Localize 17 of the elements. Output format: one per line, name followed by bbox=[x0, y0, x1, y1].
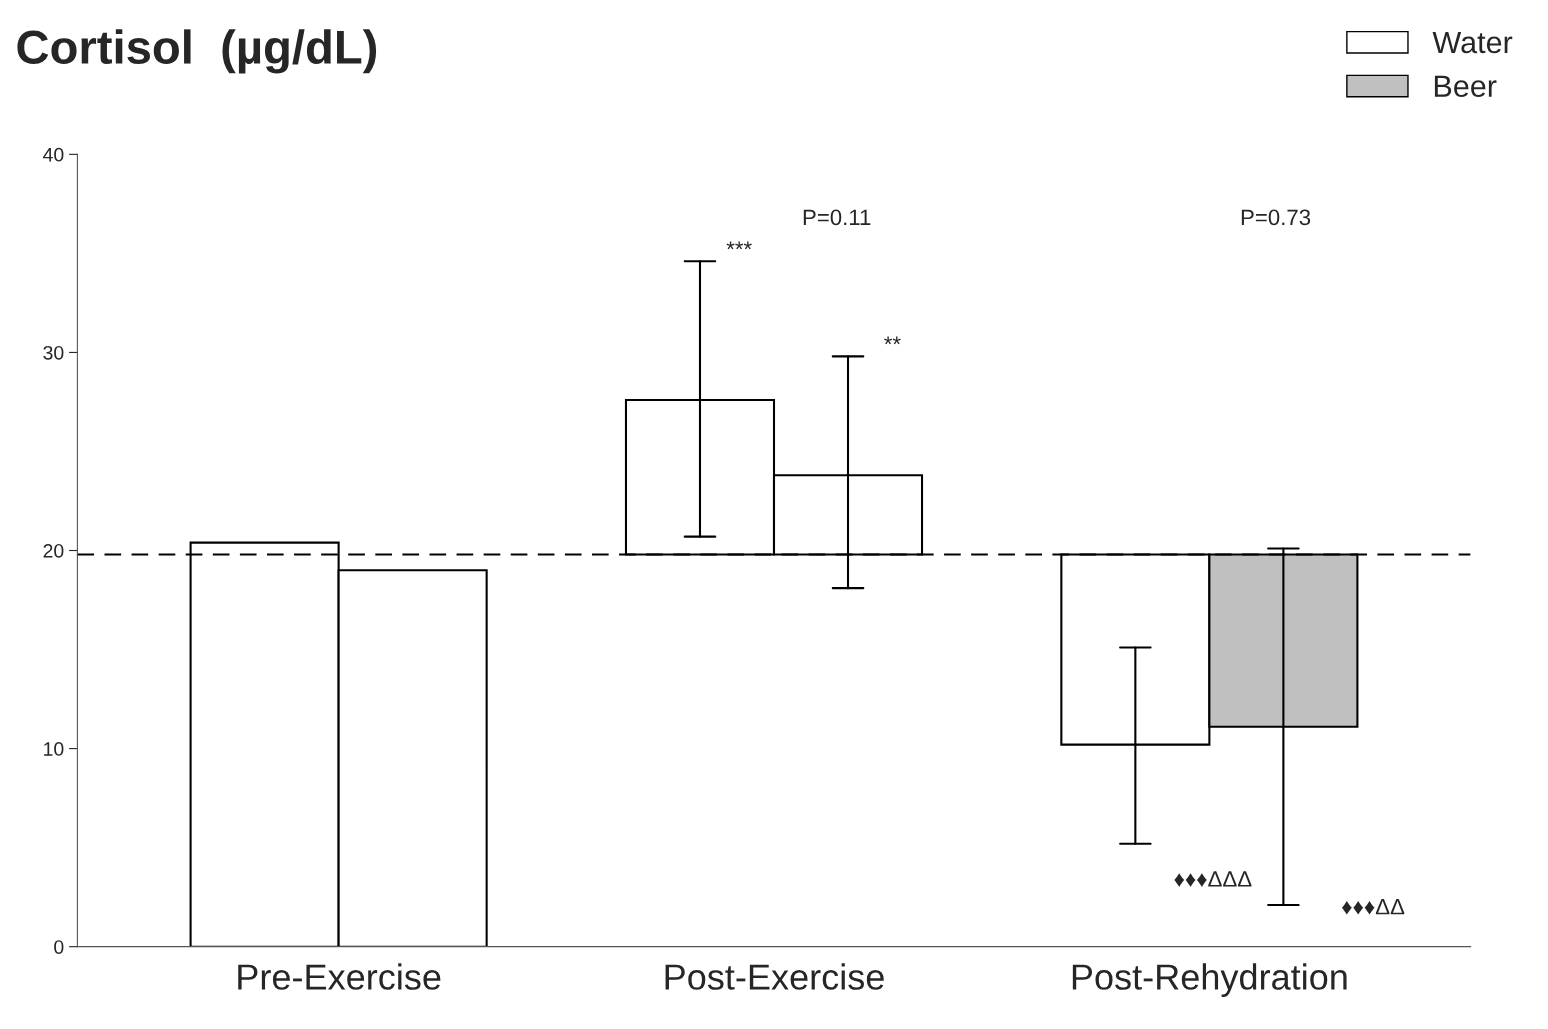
y-tick-label: 10 bbox=[44, 742, 64, 756]
x-tick-label: Pre-Exercise bbox=[238, 963, 441, 990]
annotation: P=0.11 bbox=[803, 209, 871, 226]
annotation: ** bbox=[884, 336, 901, 345]
x-tick-label: Post-Rehydration bbox=[1072, 963, 1347, 998]
legend-label: Water bbox=[1432, 31, 1513, 54]
annotation: *** bbox=[726, 241, 752, 250]
chart-title: Cortisol (µg/dL) bbox=[17, 29, 377, 74]
y-tick-label: 20 bbox=[43, 543, 64, 558]
legend-label: Beer bbox=[1434, 75, 1497, 98]
annotation: ♦♦♦ΔΔ bbox=[1341, 899, 1405, 915]
y-tick-label: 30 bbox=[43, 345, 64, 360]
x-tick-label: Post-Exercise bbox=[665, 963, 884, 990]
annotation: ♦♦♦ΔΔΔ bbox=[1174, 871, 1252, 887]
annotation: P=0.73 bbox=[1241, 209, 1311, 226]
y-tick-label: 0 bbox=[54, 940, 64, 954]
y-tick-label: 40 bbox=[43, 147, 64, 162]
